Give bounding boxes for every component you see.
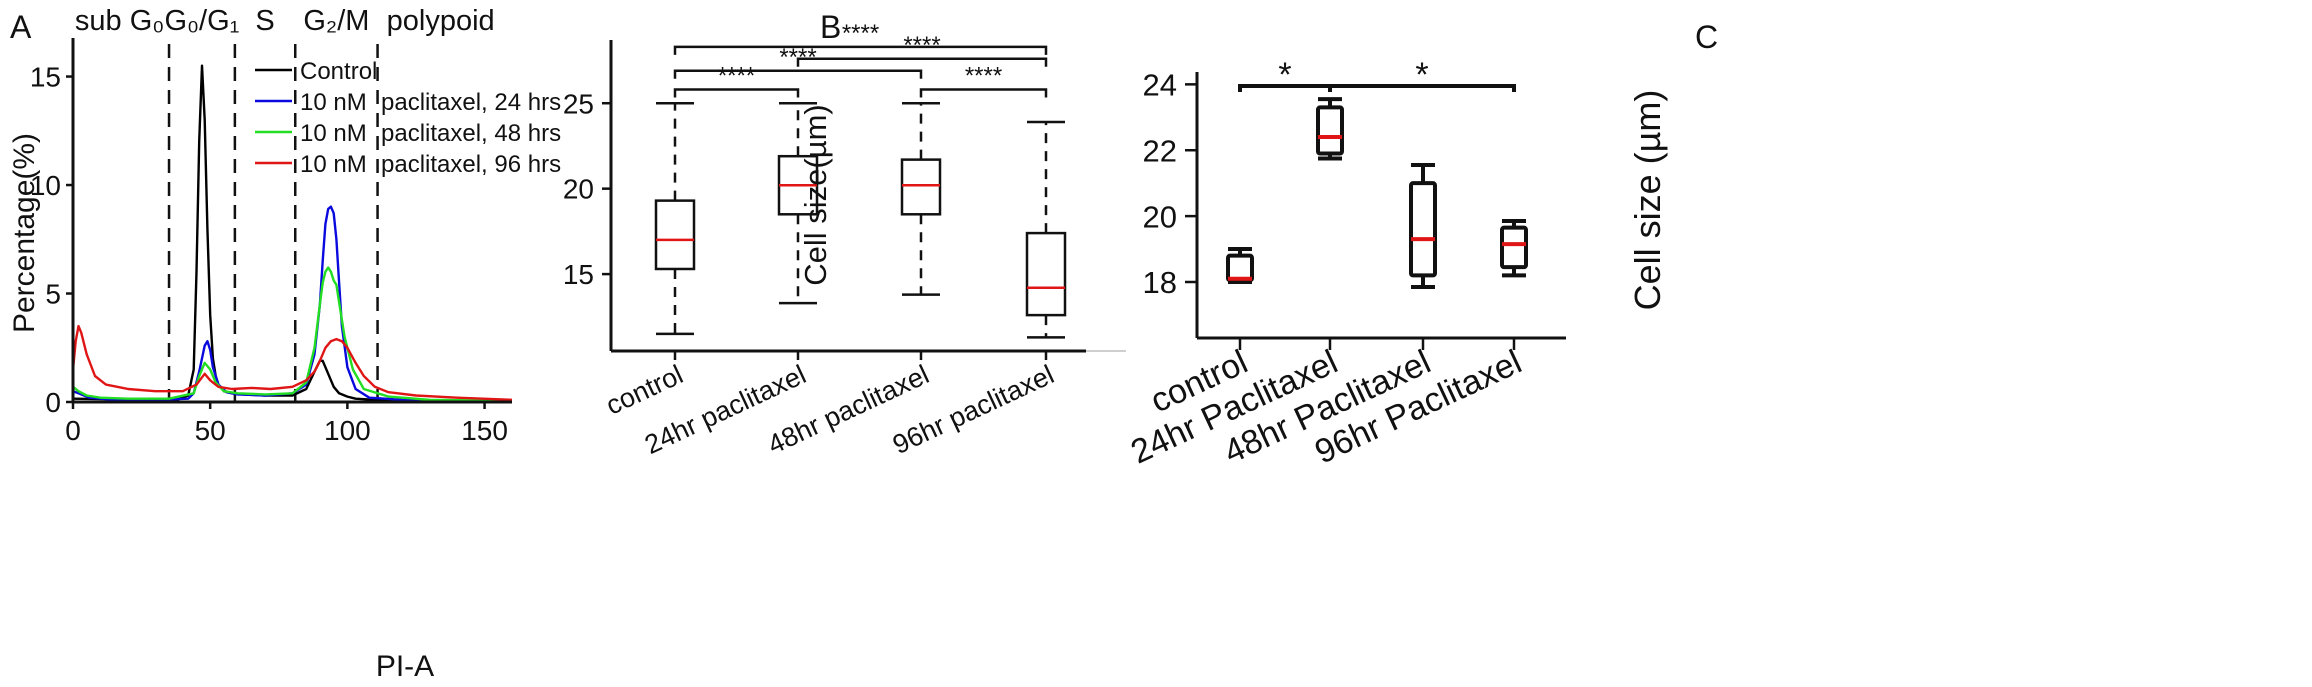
phase-label: sub G₀ bbox=[75, 5, 164, 37]
significance-bracket bbox=[796, 57, 1048, 67]
significance-bracket bbox=[1328, 84, 1516, 92]
legend-label: paclitaxel, 96 hrs bbox=[381, 151, 561, 178]
panel-b-y-axis-label: Cell size(µm) bbox=[798, 104, 833, 285]
panel-c-boxes bbox=[1226, 97, 1528, 350]
panel-c-axes: 18 20 22 24 bbox=[1143, 68, 1566, 340]
legend-label: paclitaxel, 48 hrs bbox=[381, 120, 561, 147]
series-line-2 bbox=[72, 266, 513, 403]
panel-a-letter: A bbox=[10, 9, 32, 45]
box-body bbox=[654, 199, 696, 271]
panel-b-letter: B bbox=[820, 9, 841, 45]
y-tick-label: 18 bbox=[1143, 265, 1177, 300]
x-tick-label: 50 bbox=[195, 415, 226, 446]
legend-name: 10 nM bbox=[300, 89, 367, 116]
y-tick-label: 10 bbox=[30, 170, 61, 201]
phase-label: G₂/M bbox=[303, 5, 369, 37]
y-tick-label: 24 bbox=[1143, 68, 1177, 103]
x-tick-label: 150 bbox=[461, 415, 508, 446]
phase-label: G₀/G₁ bbox=[164, 5, 239, 37]
y-tick-label: 22 bbox=[1143, 133, 1177, 168]
box-body bbox=[1500, 225, 1528, 270]
series-line-3 bbox=[71, 324, 513, 401]
category-label: control bbox=[601, 359, 687, 420]
significance-label: * bbox=[1415, 56, 1428, 94]
series-line-1 bbox=[72, 205, 512, 403]
panel-a-axes: 0 50 100 150 0 5 10 15 bbox=[30, 38, 512, 446]
box-body bbox=[900, 158, 942, 216]
significance-label: **** bbox=[842, 20, 879, 47]
panel-b-axes: 15 20 25 bbox=[563, 40, 1126, 353]
y-tick-label: 0 bbox=[45, 387, 61, 418]
legend-label: paclitaxel, 24 hrs bbox=[381, 89, 561, 116]
histogram-lines bbox=[71, 64, 513, 403]
phase-label: polypoid bbox=[387, 5, 495, 37]
y-tick-label: 15 bbox=[30, 62, 61, 93]
box-body bbox=[1226, 253, 1254, 283]
panel-b-significance: ******** ************ bbox=[673, 20, 1048, 98]
panel-a-legend: Control 10 nM paclitaxel, 24 hrs 10 nM pacli… bbox=[255, 58, 561, 178]
phase-label: S bbox=[255, 5, 274, 37]
y-tick-label: 20 bbox=[563, 174, 594, 205]
significance-label: * bbox=[1278, 56, 1291, 94]
significance-bracket bbox=[919, 88, 1048, 98]
legend-name: 10 nM bbox=[300, 151, 367, 178]
y-tick-label: 20 bbox=[1143, 199, 1177, 234]
significance-label: **** bbox=[903, 32, 940, 59]
significance-bracket bbox=[673, 69, 923, 79]
x-tick-label: 0 bbox=[65, 415, 81, 446]
box-body bbox=[1025, 231, 1067, 317]
panel-a-x-axis-label: PI-A bbox=[376, 650, 434, 683]
box-body bbox=[1316, 105, 1344, 156]
box-body bbox=[1409, 181, 1437, 278]
y-tick-label: 25 bbox=[563, 88, 594, 119]
panel-c-significance: * * bbox=[1238, 56, 1516, 94]
significance-label: **** bbox=[965, 63, 1002, 90]
panel-a: A sub G₀ G₀/G₁ S G₂/M polypoid 0 50 100 150 0 5 10… bbox=[8, 5, 561, 683]
significance-bracket bbox=[673, 45, 1048, 55]
phase-regions: sub G₀ G₀/G₁ S G₂/M polypoid bbox=[75, 5, 495, 402]
panel-a-y-axis-label: Percentage(%) bbox=[8, 133, 41, 333]
significance-bracket bbox=[673, 88, 800, 98]
legend-name: Control bbox=[300, 58, 377, 85]
y-tick-label: 5 bbox=[45, 279, 61, 310]
x-tick-label: 100 bbox=[324, 415, 371, 446]
legend-name: 10 nM bbox=[300, 120, 367, 147]
significance-label: **** bbox=[718, 63, 755, 90]
panel-b-boxes bbox=[654, 101, 1067, 360]
y-tick-label: 15 bbox=[563, 259, 594, 290]
panel-c-y-axis-label: Cell size (µm) bbox=[1627, 90, 1668, 311]
panel-c-letter: C bbox=[1695, 19, 1718, 55]
